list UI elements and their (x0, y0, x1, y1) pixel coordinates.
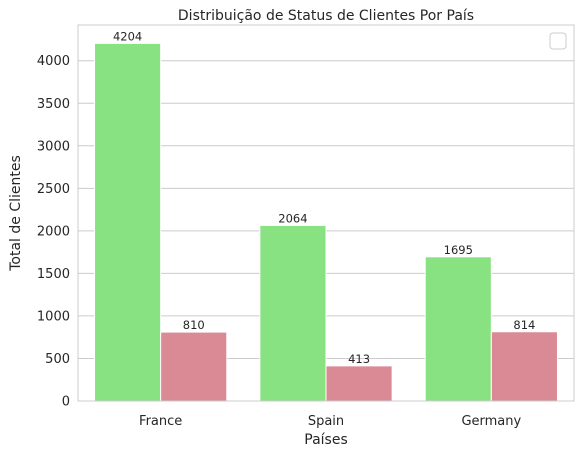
y-tick-label: 500 (45, 352, 70, 367)
chart-title: Distribuição de Status de Clientes Por P… (178, 8, 474, 24)
data-labels: 4204 810 2064 413 1695 814 (113, 29, 535, 365)
bar-value-label: 413 (348, 352, 370, 366)
bar-spain-0 (259, 224, 327, 402)
y-tick-label: 3000 (37, 139, 70, 154)
y-tick-label: 1500 (37, 267, 70, 282)
y-axis-title: Total de Clientes (8, 155, 24, 272)
bar-france-0 (94, 42, 162, 402)
y-tick-label: 3500 (37, 97, 70, 112)
y-tick-label: 2500 (37, 182, 70, 197)
x-tick-label: Spain (308, 414, 344, 429)
bar-germany-1 (490, 331, 558, 402)
x-axis-title: Países (304, 432, 347, 448)
legend (549, 32, 567, 50)
y-tick-label: 2000 (37, 224, 70, 239)
bars (94, 42, 558, 402)
bar-value-label: 2064 (278, 211, 307, 225)
bar-value-label: 814 (513, 318, 535, 332)
bar-germany-0 (424, 256, 492, 402)
y-tick-label: 4000 (37, 54, 70, 69)
x-tick-label: France (139, 414, 182, 429)
y-tick-label: 0 (62, 395, 70, 410)
bar-spain-1 (325, 365, 393, 402)
plot-area-frame (77, 24, 575, 402)
x-axis-ticks: France Spain Germany (139, 414, 521, 429)
bar-france-1 (160, 331, 228, 402)
bar-value-label: 4204 (113, 29, 142, 43)
bar-value-label: 1695 (444, 243, 473, 257)
bar-value-label: 810 (183, 318, 205, 332)
y-axis-ticks: 0 500 1000 1500 2000 2500 3000 3500 4000 (37, 54, 70, 409)
x-tick-label: Germany (461, 414, 521, 429)
y-tick-label: 1000 (37, 309, 70, 324)
